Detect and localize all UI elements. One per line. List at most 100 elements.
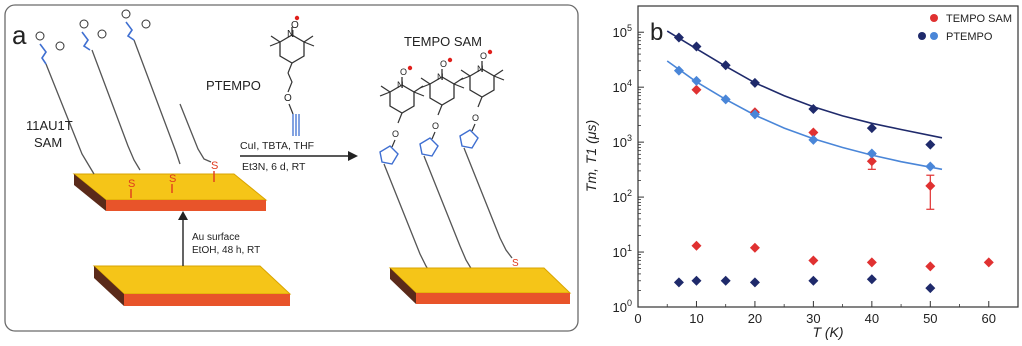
x-tick-label: 50 bbox=[923, 311, 937, 326]
data-point bbox=[749, 277, 760, 288]
data-point bbox=[866, 274, 877, 285]
data-point bbox=[808, 127, 819, 138]
data-point bbox=[720, 275, 731, 286]
data-point bbox=[866, 123, 877, 134]
data-point bbox=[691, 240, 702, 251]
x-tick-label: 0 bbox=[634, 311, 641, 326]
ptempo-structure: N O O bbox=[269, 15, 315, 136]
data-point bbox=[866, 156, 877, 167]
plot-frame bbox=[637, 5, 1019, 308]
x-tick-label: 60 bbox=[982, 311, 996, 326]
x-axis-ticks: 0 10 20 30 40 50 60 bbox=[634, 301, 996, 326]
svg-text:N: N bbox=[477, 64, 484, 74]
data-point bbox=[673, 277, 684, 288]
y-axis-label: Tm, T1 (μs) bbox=[583, 120, 599, 192]
y-axis-ticks: 100 101 102 103 104 105 bbox=[613, 23, 644, 315]
data-point bbox=[673, 32, 684, 43]
bare-au-substrate bbox=[92, 265, 292, 306]
surface-line1: Au surface bbox=[192, 232, 240, 243]
legend-marker bbox=[930, 32, 938, 40]
alkyl-chains-product bbox=[383, 147, 513, 277]
panel-a-label: a bbox=[12, 20, 27, 50]
fit-line bbox=[666, 60, 943, 171]
data-point bbox=[808, 134, 819, 145]
data-point bbox=[720, 60, 731, 71]
data-point bbox=[983, 257, 994, 268]
data-point bbox=[691, 84, 702, 95]
data-point bbox=[808, 275, 819, 286]
reaction-arrow bbox=[240, 151, 358, 161]
alkyl-chains-left bbox=[45, 39, 181, 175]
data-point bbox=[808, 104, 819, 115]
x-tick-label: 10 bbox=[689, 311, 703, 326]
sam-label-line2: SAM bbox=[34, 135, 62, 150]
fit-lines bbox=[666, 30, 943, 171]
data-points bbox=[673, 32, 994, 294]
up-arrow bbox=[178, 211, 188, 266]
sam-label-line1: 11AU1T bbox=[26, 118, 73, 133]
svg-text:O: O bbox=[284, 93, 292, 104]
y-tick-label: 104 bbox=[613, 78, 632, 95]
legend-marker bbox=[930, 14, 938, 22]
svg-text:O: O bbox=[480, 51, 487, 61]
data-point bbox=[808, 255, 819, 266]
data-point bbox=[749, 77, 760, 88]
svg-text:S: S bbox=[169, 173, 176, 185]
data-point bbox=[720, 94, 731, 105]
data-point bbox=[925, 261, 936, 272]
data-point bbox=[749, 242, 760, 253]
data-point bbox=[925, 161, 936, 172]
y-tick-label: 101 bbox=[613, 243, 632, 260]
svg-text:N: N bbox=[287, 29, 294, 40]
panel-a-reaction-scheme: a S S S 11AU1T SAM bbox=[4, 4, 580, 334]
x-tick-label: 20 bbox=[748, 311, 762, 326]
panel-a-border bbox=[4, 4, 579, 332]
data-point bbox=[673, 65, 684, 76]
relaxation-chart-svg: b 100 101 102 103 104 105 0 10 20 30 40 50 60 T (K)… bbox=[583, 5, 1019, 340]
y-tick-label: 100 bbox=[613, 298, 632, 315]
data-point bbox=[691, 75, 702, 86]
svg-text:O: O bbox=[291, 20, 299, 31]
svg-text:O: O bbox=[392, 129, 399, 139]
panel-b-label: b bbox=[650, 19, 663, 46]
svg-text:O: O bbox=[472, 113, 479, 123]
alkyl-chains-left-lower bbox=[179, 103, 212, 163]
svg-text:O: O bbox=[400, 67, 407, 77]
data-point bbox=[925, 139, 936, 150]
reaction-scheme-svg: a S S S 11AU1T SAM bbox=[4, 4, 579, 332]
svg-text:S: S bbox=[512, 258, 519, 269]
x-tick-label: 30 bbox=[806, 311, 820, 326]
svg-text:N: N bbox=[437, 72, 444, 82]
azide-sam-substrate bbox=[72, 173, 268, 211]
product-tempo-heads: N N N O O O bbox=[379, 49, 505, 124]
triazole-links bbox=[391, 123, 476, 148]
svg-text:N: N bbox=[397, 80, 404, 90]
surface-line2: EtOH, 48 h, RT bbox=[192, 245, 260, 256]
sulfur-atoms-left: S S S bbox=[128, 160, 218, 190]
legend-label: TEMPO SAM bbox=[946, 13, 1012, 25]
product-substrate bbox=[388, 267, 572, 304]
azide-groups bbox=[35, 9, 151, 65]
conditions-line2: Et3N, 6 d, RT bbox=[242, 161, 306, 173]
y-tick-label: 105 bbox=[613, 23, 632, 40]
data-point bbox=[925, 283, 936, 294]
chart-legend: TEMPO SAM PTEMPO bbox=[918, 13, 1012, 43]
legend-label: PTEMPO bbox=[946, 31, 993, 43]
fit-line bbox=[666, 30, 943, 139]
data-point bbox=[866, 257, 877, 268]
data-point bbox=[866, 148, 877, 159]
panel-b-relaxation-chart: b 100 101 102 103 104 105 0 10 20 30 40 50 60 T (K)… bbox=[582, 0, 1022, 341]
x-tick-label: 40 bbox=[865, 311, 879, 326]
y-tick-label: 102 bbox=[613, 188, 632, 205]
data-point bbox=[691, 41, 702, 52]
reagent-name: PTEMPO bbox=[206, 78, 261, 93]
y-tick-label: 103 bbox=[613, 133, 632, 150]
conditions-line1: CuI, TBTA, THF bbox=[240, 140, 314, 152]
product-title: TEMPO SAM bbox=[404, 34, 482, 49]
svg-text:O: O bbox=[440, 59, 447, 69]
data-point bbox=[749, 109, 760, 120]
data-point bbox=[691, 275, 702, 286]
ether-oxygens: O O O bbox=[392, 113, 479, 139]
svg-text:S: S bbox=[211, 160, 218, 172]
sulfur-bonds-left bbox=[130, 171, 215, 198]
